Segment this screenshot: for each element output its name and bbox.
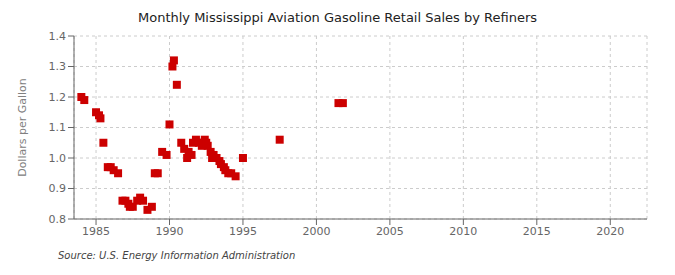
svg-text:Dollars per Gallon: Dollars per Gallon — [16, 78, 29, 177]
svg-text:0.8: 0.8 — [49, 213, 67, 226]
svg-text:2005: 2005 — [376, 225, 404, 238]
html-text:Monthly Mississippi Aviation G: Monthly Mississippi Aviation Gasoline Re… — [138, 10, 537, 25]
svg-text:0.9: 0.9 — [49, 182, 67, 195]
svg-text:1.4: 1.4 — [49, 30, 67, 43]
svg-text:1.0: 1.0 — [49, 152, 67, 165]
svg-text:1.3: 1.3 — [49, 60, 67, 73]
svg-text:1.1: 1.1 — [49, 121, 67, 134]
svg-text:1995: 1995 — [229, 225, 257, 238]
svg-text:2010: 2010 — [449, 225, 477, 238]
svg-text:1985: 1985 — [82, 225, 110, 238]
html-text:Source: U.S. Energy Informatio: Source: U.S. Energy Information Administ… — [58, 250, 296, 261]
svg-text:1990: 1990 — [156, 225, 184, 238]
svg-text:2020: 2020 — [596, 225, 624, 238]
svg-text:2000: 2000 — [302, 225, 330, 238]
svg-text:1.2: 1.2 — [49, 91, 67, 104]
svg-text:2015: 2015 — [523, 225, 551, 238]
